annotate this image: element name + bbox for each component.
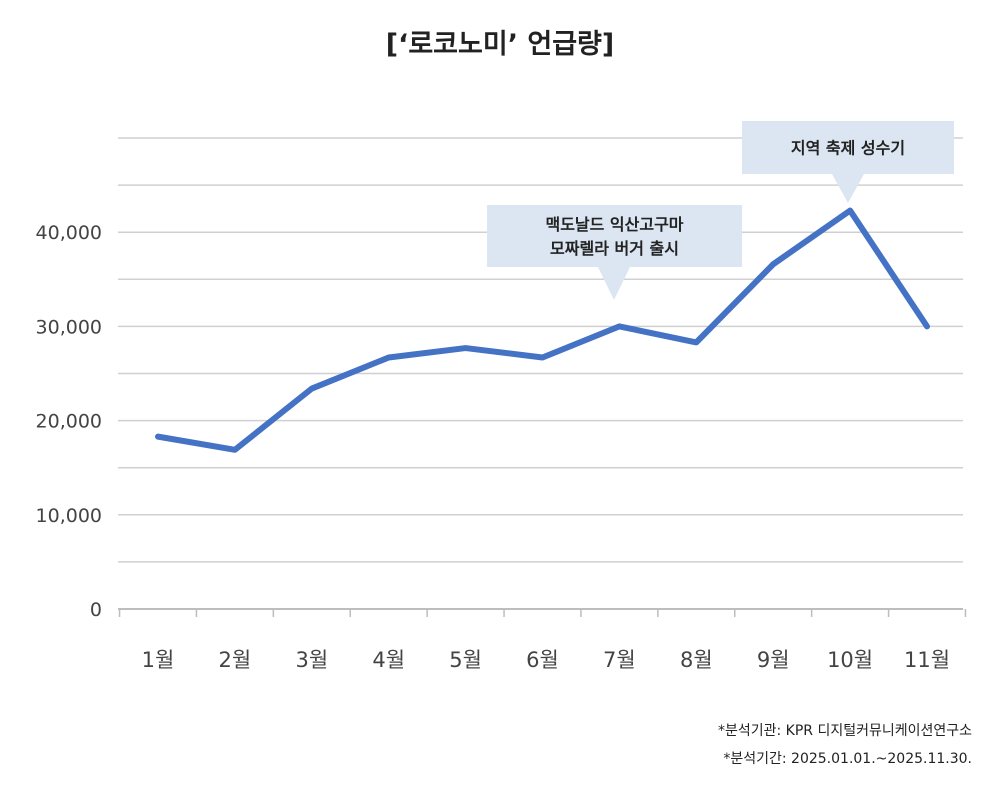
data-point xyxy=(156,435,160,439)
chart-title: [‘로코노미’ 언급량] xyxy=(385,29,615,60)
data-point xyxy=(387,355,391,359)
callout-box xyxy=(487,205,742,267)
callout-pointer xyxy=(832,174,864,203)
x-tick-label: 7월 xyxy=(603,648,636,672)
x-tick-label: 10월 xyxy=(827,648,873,672)
y-tick-label: 10,000 xyxy=(36,505,102,527)
callout-pointer xyxy=(598,267,630,300)
data-point xyxy=(464,346,468,350)
x-tick-label: 9월 xyxy=(757,648,790,672)
data-point xyxy=(771,262,775,266)
axes: 0 10,000 20,000 30,000 40,000 1월 2월 3월 4월 5월 6월 7월 8… xyxy=(36,222,967,672)
callout-text: 지역 축제 성수기 xyxy=(791,139,905,158)
data-point xyxy=(617,324,621,328)
y-tick-label: 0 xyxy=(90,599,102,621)
x-tick-label: 5월 xyxy=(449,648,482,672)
callout-text: 맥도날드 익산고구마 xyxy=(545,215,683,234)
x-tick-label: 4월 xyxy=(372,648,405,672)
y-tick-label: 20,000 xyxy=(36,411,102,433)
x-tick-label: 8월 xyxy=(680,648,713,672)
x-tick-label: 3월 xyxy=(295,648,328,672)
source-period: *분석기간: 2025.01.01.~2025.11.30. xyxy=(723,751,972,767)
data-point xyxy=(925,324,929,328)
x-tick-label: 6월 xyxy=(526,648,559,672)
x-tick-label: 11월 xyxy=(904,648,950,672)
annotation-callout: 지역 축제 성수기 xyxy=(742,121,954,203)
data-point xyxy=(310,387,314,391)
x-tick-label: 1월 xyxy=(142,648,175,672)
y-tick-label: 40,000 xyxy=(36,222,102,244)
data-point xyxy=(694,340,698,344)
callout-text: 모짜렐라 버거 출시 xyxy=(550,239,679,258)
y-tick-label: 30,000 xyxy=(36,316,102,338)
series xyxy=(155,207,930,453)
gridlines xyxy=(118,137,963,563)
data-point xyxy=(848,209,852,213)
data-point xyxy=(541,355,544,359)
data-point xyxy=(233,448,237,452)
callout-box xyxy=(742,121,954,174)
source-agency: *분석기관: KPR 디지털커뮤니케이션연구소 xyxy=(717,723,972,739)
x-tick-label: 2월 xyxy=(219,648,252,672)
